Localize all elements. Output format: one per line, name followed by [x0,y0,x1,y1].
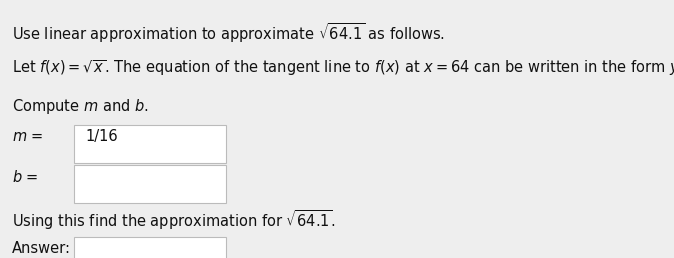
Text: 1/16: 1/16 [86,129,118,144]
FancyBboxPatch shape [74,125,226,163]
FancyBboxPatch shape [74,165,226,203]
Text: Answer:: Answer: [12,241,71,256]
Text: Compute $m$ and $b$.: Compute $m$ and $b$. [12,97,149,116]
Text: Let $f(x) = \sqrt{x}$. The equation of the tangent line to $f(x)$ at $x = 64$ ca: Let $f(x) = \sqrt{x}$. The equation of t… [12,58,674,78]
FancyBboxPatch shape [74,237,226,258]
Text: Use linear approximation to approximate $\sqrt{64.1}$ as follows.: Use linear approximation to approximate … [12,21,445,45]
Text: $m$ =: $m$ = [12,129,44,144]
Text: Using this find the approximation for $\sqrt{64.1}$.: Using this find the approximation for $\… [12,208,336,232]
Text: $b$ =: $b$ = [12,169,38,185]
